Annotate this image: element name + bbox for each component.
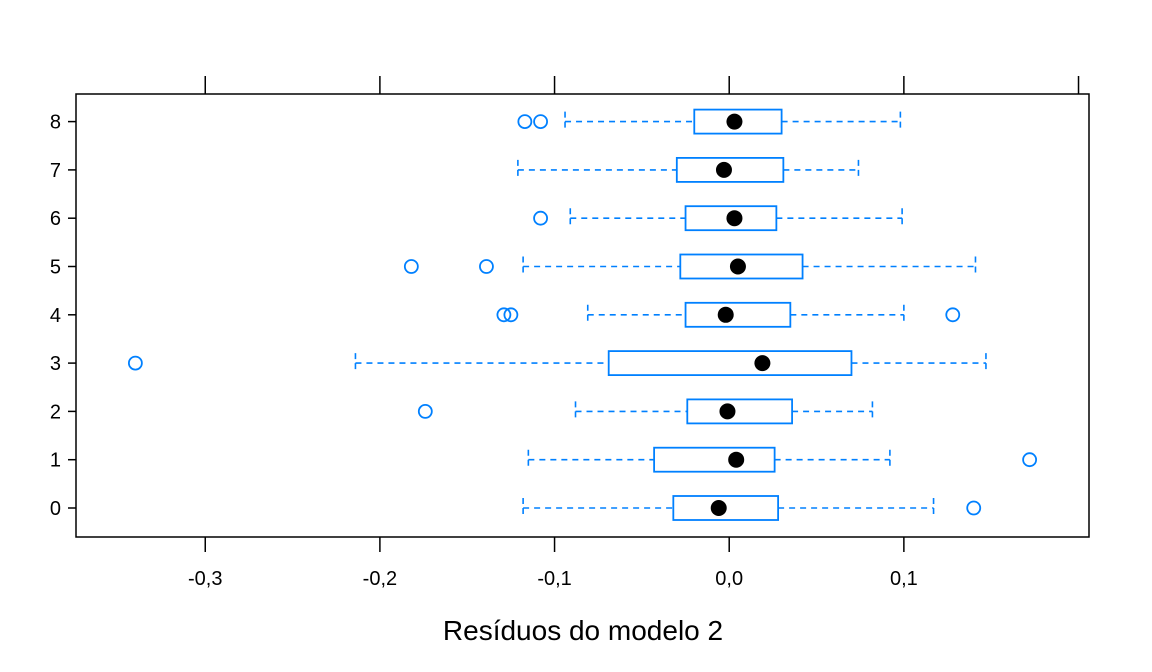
y-tick-label-0: 0 [50,498,61,520]
y-tick-label-6: 6 [50,208,61,230]
box-group-6 [533,205,903,232]
y-tick-label-7: 7 [50,160,61,182]
median-dot-6 [726,210,743,227]
box-series [127,108,1038,521]
outlier-0-0 [966,500,982,516]
median-dot-1 [728,451,745,468]
x-axis-top [204,76,1080,94]
box-6 [684,205,778,232]
outlier-3-0 [127,355,143,371]
x-tick-label-3: 0,0 [715,568,743,590]
y-axis: 0 1 2 3 4 5 6 7 8 [50,112,76,520]
y-tick-label-5: 5 [50,257,61,279]
x-tick-label-0: -0,3 [188,568,222,590]
x-axis-title: Resíduos do modelo 2 [443,615,723,646]
median-dot-4 [717,306,734,323]
box-group-8 [517,108,902,135]
outlier-8-0 [517,114,533,129]
box-group-2 [417,398,874,425]
outlier-5-0 [403,259,419,274]
median-dot-5 [729,258,746,275]
outlier-6-0 [533,210,548,226]
box-5 [679,253,804,280]
outlier-1-0 [1022,452,1038,468]
outlier-4-1 [503,307,519,323]
y-tick-label-8: 8 [50,112,61,134]
y-tick-label-2: 2 [50,401,61,423]
box-0 [672,495,780,521]
plot-frame [75,93,1090,538]
y-tick-label-4: 4 [50,305,61,327]
box-3 [607,350,853,377]
box-group-4 [496,301,961,328]
x-tick-label-1: -0,2 [363,568,397,590]
outlier-8-1 [533,114,548,129]
median-dot-7 [715,161,732,178]
box-7 [675,156,785,183]
box-2 [686,398,793,425]
box-group-7 [517,156,860,183]
box-4 [684,301,792,328]
median-dot-2 [719,403,736,420]
box-8 [693,108,783,135]
median-dot-0 [710,500,727,516]
box-group-0 [522,495,982,521]
box-group-3 [127,350,987,377]
x-tick-label-4: 0,1 [890,568,918,590]
outlier-5-1 [479,259,494,274]
outlier-2-0 [417,403,433,419]
median-dot-3 [754,355,771,372]
outlier-4-0 [496,307,512,323]
box-group-1 [527,446,1038,473]
box-group-5 [403,253,977,280]
x-tick-label-2: -0,1 [537,568,571,590]
x-axis-bottom: -0,3 -0,2 -0,1 0,0 0,1 [188,537,918,590]
outlier-4-2 [945,307,961,323]
box-1 [653,446,776,473]
median-dot-8 [726,113,743,130]
y-tick-label-3: 3 [50,353,61,375]
y-tick-label-1: 1 [50,450,61,472]
